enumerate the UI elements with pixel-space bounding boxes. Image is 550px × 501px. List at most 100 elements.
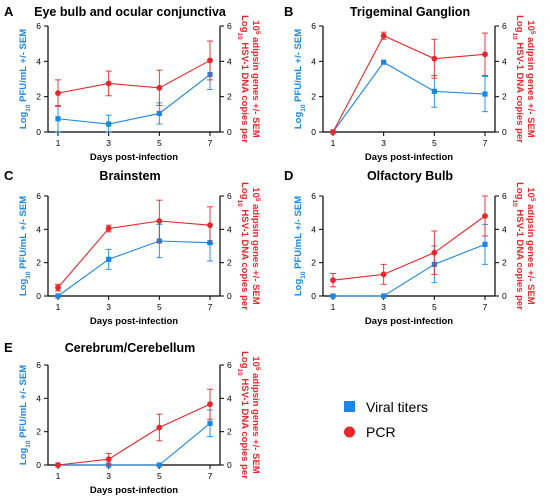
- data-point: [330, 129, 336, 135]
- right-tick-label: 4: [502, 224, 507, 234]
- series-line: [57, 403, 211, 466]
- right-tick-label: 4: [502, 56, 507, 66]
- right-tick-label: 2: [227, 92, 232, 102]
- right-y-axis-label: Log10 HSV-1 DNA copies per: [237, 15, 251, 143]
- right-tick-label: 4: [227, 224, 232, 234]
- right-y-axis-label: Log10 HSV-1 DNA copies per: [512, 182, 526, 310]
- data-point: [156, 84, 163, 91]
- x-tick-label: 5: [432, 302, 437, 312]
- right-tick-label: 2: [502, 258, 507, 268]
- x-tick-label: 5: [432, 138, 437, 148]
- data-point: [106, 121, 112, 127]
- data-point: [381, 293, 387, 299]
- chart-panel-a: A Eye bulb and ocular conjunctiva 0 0 2 2 4 4 6 6…: [4, 4, 262, 163]
- x-tick-label: 3: [106, 302, 111, 312]
- right-tick-label: 2: [227, 258, 232, 268]
- right-tick-label: 4: [227, 393, 232, 403]
- panel-letter: C: [4, 168, 14, 183]
- data-point: [431, 88, 437, 94]
- x-axis-label: Days post-infection: [90, 485, 178, 496]
- x-axis-label: Days post-infection: [365, 152, 453, 163]
- right-tick-label: 0: [502, 291, 507, 301]
- x-tick-label: 1: [56, 138, 61, 148]
- right-tick-label: 0: [227, 127, 232, 137]
- x-tick-label: 1: [331, 302, 336, 312]
- x-tick-label: 3: [106, 471, 111, 481]
- left-y-axis-label: Log10 PFU/mL +/- SEM: [18, 365, 32, 465]
- right-tick-label: 6: [227, 191, 232, 201]
- chart-panel-c: C Brainstem 0 0 2 2 4 4 6 6 1 3 5 7 Days post-infectio…: [4, 168, 262, 327]
- left-tick-label: 4: [36, 56, 41, 66]
- right-y-axis-label: Log10 HSV-1 DNA copies per: [512, 15, 526, 143]
- panel-letter: E: [4, 340, 13, 355]
- data-point: [156, 218, 163, 224]
- panel-letter: A: [4, 4, 14, 19]
- left-tick-label: 0: [36, 460, 41, 470]
- legend: Viral titers PCR: [344, 399, 428, 440]
- x-axis-label: Days post-infection: [365, 316, 453, 327]
- chart-panels: A Eye bulb and ocular conjunctiva 0 0 2 2 4 4 6 6…: [4, 4, 537, 496]
- x-tick-label: 7: [483, 138, 488, 148]
- right-tick-label: 6: [227, 360, 232, 370]
- legend-label: PCR: [366, 424, 396, 440]
- data-point: [156, 462, 162, 468]
- data-point: [55, 284, 61, 291]
- data-point: [207, 57, 213, 64]
- data-point: [55, 90, 61, 97]
- chart-panel-e: E Cerebrum/Cerebellum 0 0 2 2 4 4 6 6 1 3 5 7 Days pos…: [4, 340, 262, 496]
- series-pcr: [55, 199, 213, 292]
- left-tick-label: 6: [311, 21, 316, 31]
- x-tick-label: 3: [381, 138, 386, 148]
- data-point: [380, 271, 387, 278]
- data-point: [207, 222, 213, 229]
- right-y-axis-label: 105 adipsin genes +/- SEM: [525, 187, 537, 304]
- chart-panel-b: B Trigeminal Ganglion 0 0 2 2 4 4 6 6 1 3 5 7 Days pos…: [284, 4, 537, 163]
- chart-title: Brainstem: [99, 169, 160, 183]
- series-line: [57, 220, 211, 289]
- data-point: [330, 277, 336, 284]
- left-tick-label: 6: [311, 191, 316, 201]
- series-viral-titers: [55, 409, 213, 468]
- right-tick-label: 0: [227, 460, 232, 470]
- left-y-axis-label: Log10 PFU/mL +/- SEM: [293, 29, 307, 129]
- chart-title: Olfactory Bulb: [367, 169, 453, 183]
- left-tick-label: 0: [311, 127, 316, 137]
- data-point: [482, 213, 488, 219]
- left-y-axis-label: Log10 PFU/mL +/- SEM: [18, 29, 32, 129]
- left-tick-label: 2: [36, 427, 41, 437]
- data-point: [156, 110, 162, 117]
- series-viral-titers: [55, 223, 213, 299]
- data-point: [431, 55, 438, 62]
- x-tick-label: 1: [331, 138, 336, 148]
- data-point: [431, 249, 438, 256]
- data-point: [381, 59, 387, 65]
- series-line: [332, 215, 486, 281]
- left-tick-label: 2: [36, 92, 41, 102]
- right-y-axis-label: 105 adipsin genes +/- SEM: [250, 356, 262, 473]
- data-point: [207, 420, 213, 426]
- series-viral-titers: [55, 59, 213, 133]
- chart-title: Trigeminal Ganglion: [350, 5, 470, 19]
- right-y-axis-label: 105 adipsin genes +/- SEM: [250, 20, 262, 137]
- series-line: [333, 243, 486, 297]
- left-tick-label: 4: [36, 224, 41, 234]
- series-pcr: [55, 388, 213, 468]
- data-point: [55, 293, 61, 299]
- left-y-axis-label: Log10 PFU/mL +/- SEM: [18, 196, 32, 296]
- right-tick-label: 4: [227, 56, 232, 66]
- data-point: [105, 225, 112, 232]
- panel-letter: B: [284, 4, 293, 19]
- data-point: [105, 456, 112, 463]
- series-viral-titers: [330, 223, 488, 299]
- series-line: [58, 422, 211, 466]
- right-tick-label: 0: [502, 127, 507, 137]
- data-point: [55, 462, 61, 468]
- chart-title: Eye bulb and ocular conjunctiva: [34, 5, 227, 19]
- x-tick-label: 7: [483, 302, 488, 312]
- left-tick-label: 6: [36, 21, 41, 31]
- left-tick-label: 0: [36, 291, 41, 301]
- data-point: [105, 80, 112, 87]
- right-y-axis-label: Log10 HSV-1 DNA copies per: [237, 182, 251, 310]
- left-tick-label: 2: [311, 92, 316, 102]
